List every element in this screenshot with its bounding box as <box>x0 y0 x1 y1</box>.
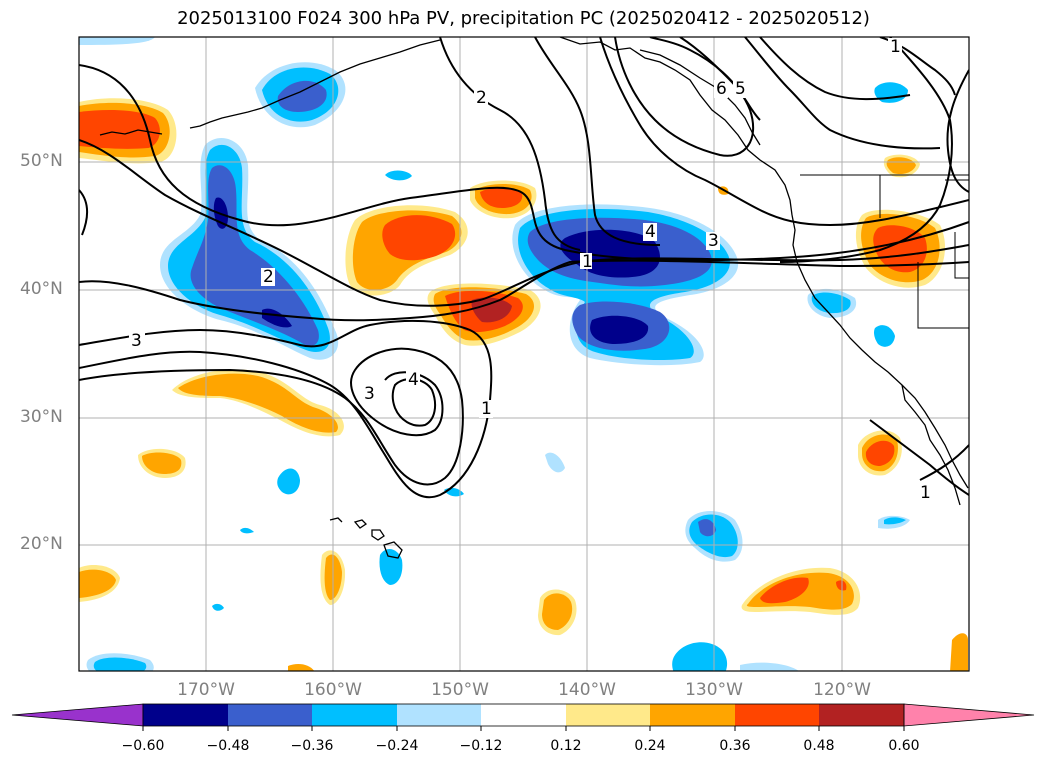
contour-label: 3 <box>131 331 142 351</box>
colorbar-tick-label: 0.24 <box>634 738 666 754</box>
colorbar-tick-label: 0.48 <box>803 738 835 754</box>
colorbar-swatch <box>228 704 312 726</box>
contour-label: 4 <box>645 222 656 242</box>
lat-label-30n: 30°N <box>20 407 63 427</box>
contour-label: 6 <box>716 79 727 99</box>
lon-label-140w: 140°W <box>558 680 616 700</box>
contour-label: 4 <box>408 370 419 390</box>
contour-label: 2 <box>263 267 274 287</box>
contour-label: 1 <box>481 399 492 419</box>
lon-label-170w: 170°W <box>177 680 235 700</box>
contour-label: 3 <box>364 384 375 404</box>
map-frame <box>78 36 970 672</box>
contour-label: 1 <box>582 252 593 272</box>
contour-label: 2 <box>476 88 487 108</box>
lon-label-160w: 160°W <box>304 680 362 700</box>
contour-label: 1 <box>890 37 901 57</box>
lon-label-150w: 150°W <box>431 680 489 700</box>
colorbar-tick-label: −0.12 <box>459 738 503 754</box>
colorbar-extend-low <box>11 703 144 727</box>
colorbar-swatch <box>143 704 228 726</box>
colorbar-swatch <box>312 704 397 726</box>
contour-label: 1 <box>920 483 931 503</box>
colorbar-tick-label: 0.60 <box>888 738 920 754</box>
colorbar-swatch <box>566 704 650 726</box>
colorbar-extend-high <box>903 703 1035 727</box>
colorbar-swatch <box>819 704 904 726</box>
map-field <box>79 37 969 671</box>
colorbar-tick-label: −0.36 <box>290 738 334 754</box>
lat-label-20n: 20°N <box>20 534 63 554</box>
colorbar-swatch <box>397 704 481 726</box>
lat-label-50n: 50°N <box>20 151 63 171</box>
colorbar-swatch <box>650 704 735 726</box>
contour-label: 3 <box>708 231 719 251</box>
lat-label-40n: 40°N <box>20 279 63 299</box>
colorbar-tick-label: −0.48 <box>206 738 250 754</box>
colorbar-tick-label: −0.24 <box>375 738 419 754</box>
lon-label-130w: 130°W <box>685 680 743 700</box>
colorbar-tick-label: 0.12 <box>550 738 582 754</box>
negative-precip-shading <box>79 37 910 671</box>
map-title: 2025013100 F024 300 hPa PV, precipitatio… <box>177 8 870 29</box>
positive-precip-shading <box>79 98 968 671</box>
colorbar-tick-label: −0.60 <box>121 738 165 754</box>
lon-label-120w: 120°W <box>813 680 871 700</box>
contour-label: 5 <box>735 79 746 99</box>
colorbar-tick-label: 0.36 <box>719 738 751 754</box>
graticule <box>79 37 969 671</box>
pv-contours <box>79 37 969 499</box>
contour-label-layer <box>129 38 932 502</box>
colorbar-swatch <box>481 704 566 726</box>
colorbar-swatch <box>735 704 819 726</box>
